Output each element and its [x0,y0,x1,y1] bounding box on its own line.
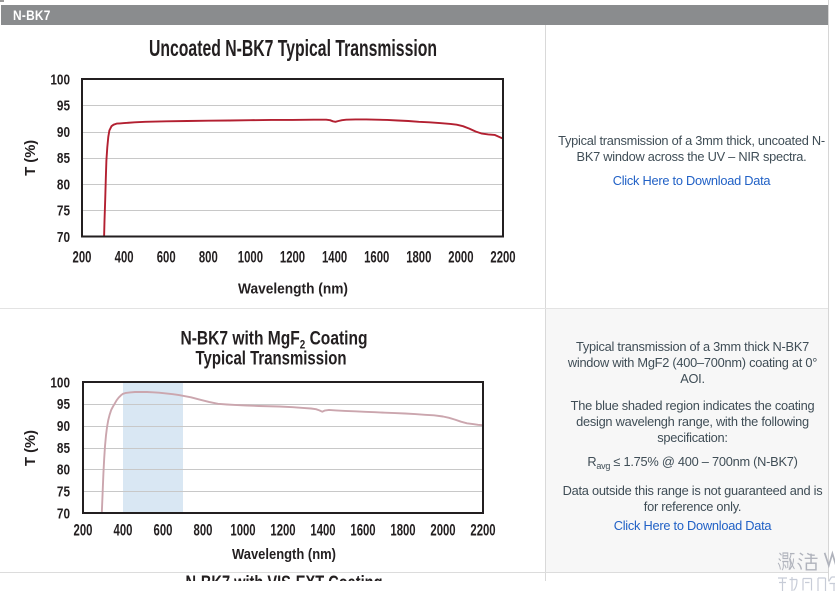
svg-text:N-BK7 with MgF2 Coating: N-BK7 with MgF2 Coating [181,329,368,352]
svg-text:2200: 2200 [470,522,495,540]
svg-text:70: 70 [57,506,70,522]
svg-text:400: 400 [115,249,134,267]
svg-text:90: 90 [57,125,70,141]
svg-text:95: 95 [57,99,70,115]
svg-text:200: 200 [73,249,92,267]
svg-text:600: 600 [157,249,176,267]
svg-text:1800: 1800 [406,249,431,267]
svg-text:1400: 1400 [322,249,347,267]
svg-text:Wavelength (nm): Wavelength (nm) [238,281,348,298]
svg-text:200: 200 [74,522,93,540]
svg-text:1200: 1200 [270,522,295,540]
svg-text:600: 600 [154,522,173,540]
svg-text:800: 800 [194,522,213,540]
svg-text:1600: 1600 [364,249,389,267]
svg-text:80: 80 [57,177,70,193]
svg-text:1200: 1200 [280,249,305,267]
svg-text:95: 95 [57,397,70,413]
svg-text:400: 400 [114,522,133,540]
svg-text:800: 800 [199,249,218,267]
svg-text:70: 70 [57,230,70,246]
svg-text:Typical Transmission: Typical Transmission [196,349,347,370]
svg-text:75: 75 [57,484,70,500]
svg-text:1800: 1800 [390,522,415,540]
svg-text:1400: 1400 [310,522,335,540]
svg-text:Wavelength (nm): Wavelength (nm) [232,546,336,563]
svg-text:2000: 2000 [430,522,455,540]
svg-text:100: 100 [50,375,70,391]
svg-text:2200: 2200 [490,249,515,267]
svg-text:85: 85 [57,441,70,457]
svg-text:T (%): T (%) [22,140,39,176]
svg-text:N-BK7 with VIS-EXT Coating: N-BK7 with VIS-EXT Coating [186,573,383,581]
svg-text:2000: 2000 [448,249,473,267]
svg-text:1000: 1000 [238,249,263,267]
svg-text:1600: 1600 [350,522,375,540]
svg-text:90: 90 [57,419,70,435]
svg-text:75: 75 [57,204,70,220]
svg-text:100: 100 [50,72,70,88]
svg-text:T (%): T (%) [22,430,39,466]
svg-text:1000: 1000 [230,522,255,540]
svg-text:Uncoated N-BK7 Typical Transmi: Uncoated N-BK7 Typical Transmission [149,35,437,61]
svg-text:80: 80 [57,463,70,479]
svg-text:85: 85 [57,151,70,167]
